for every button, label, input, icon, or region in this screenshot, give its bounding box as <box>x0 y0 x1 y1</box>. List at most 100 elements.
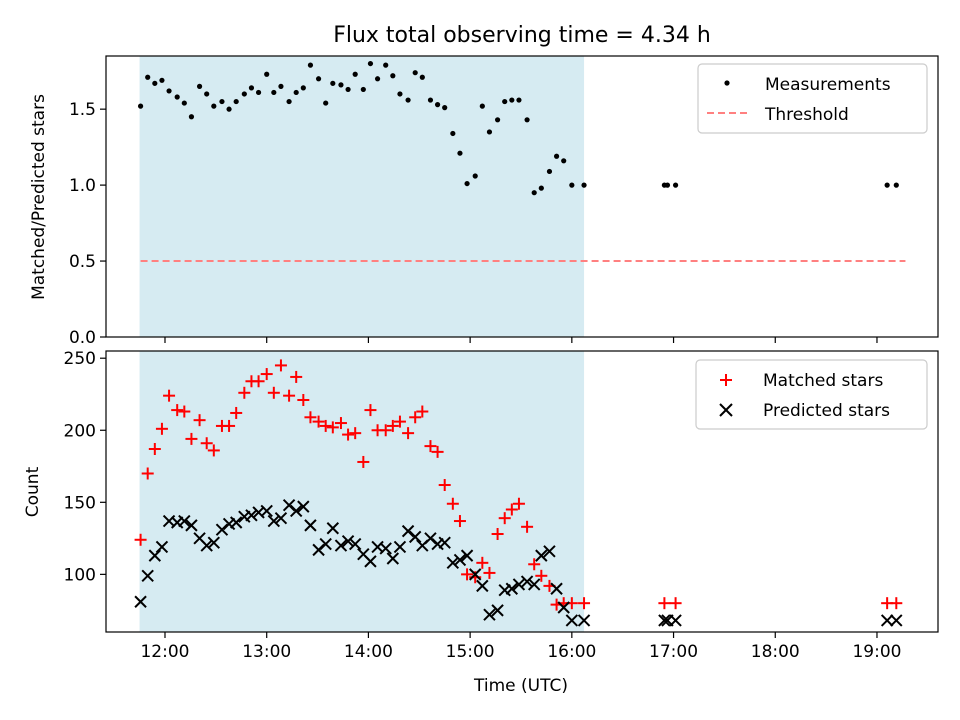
panel-bottom-marks <box>134 359 903 627</box>
x-tick-label: 13:00 <box>242 642 291 662</box>
matched-star-point <box>148 442 161 455</box>
predicted-star-point <box>207 536 221 549</box>
panel-top-marks <box>137 60 906 263</box>
predicted-star-point <box>460 549 474 562</box>
matched-star-point <box>141 467 154 480</box>
matched-star-point <box>326 421 339 434</box>
predicted-star-point <box>245 509 258 522</box>
measurement-point <box>255 89 262 96</box>
x-axis-label: Time (UTC) <box>473 676 568 696</box>
measurement-point <box>174 94 180 100</box>
predicted-star-point <box>341 535 355 548</box>
matched-star-point <box>528 558 541 571</box>
measurement-point <box>181 100 187 106</box>
measurement-point <box>502 98 508 105</box>
predicted-star-point-b <box>334 539 348 552</box>
measurement-point <box>479 103 485 109</box>
predicted-star-point <box>577 614 591 627</box>
matched-star-point <box>535 569 548 582</box>
legend-matched-marker <box>720 374 732 386</box>
predicted-star-point-b <box>401 524 415 538</box>
matched-star-point <box>453 515 466 528</box>
measurement-point <box>188 114 195 120</box>
matched-star-point <box>238 386 251 399</box>
matched-star-point <box>207 444 220 457</box>
matched-star-point <box>349 427 362 440</box>
observing-span-bottom <box>139 351 585 632</box>
predicted-star-point-b <box>134 595 147 608</box>
predicted-star-point-b <box>557 601 570 614</box>
measurement-point <box>553 153 560 159</box>
predicted-star-point <box>267 514 281 528</box>
measurement-point <box>893 182 899 188</box>
panel-top-x-ticks <box>164 337 878 343</box>
y-tick-label: 1.0 <box>69 176 96 196</box>
matched-star-point <box>658 597 671 610</box>
predicted-star-point-b <box>386 552 400 565</box>
matched-star-point <box>178 405 191 418</box>
panel-bottom-y-ticks: 100 150 200 250 <box>64 349 106 585</box>
predicted-star-point <box>178 514 191 528</box>
measurement-point <box>248 85 255 91</box>
measurement-point <box>405 97 411 103</box>
predicted-star-point <box>393 540 407 554</box>
matched-star-point <box>185 432 198 445</box>
matched-star-point <box>379 424 392 437</box>
matched-star-point <box>230 406 243 419</box>
measurement-point <box>538 185 544 191</box>
predicted-star-point <box>364 555 377 568</box>
measurement-point <box>472 173 478 179</box>
predicted-star-point-b <box>424 532 437 545</box>
x-tick-label: 16:00 <box>547 642 596 662</box>
predicted-star-point <box>326 522 340 535</box>
predicted-star-point-b <box>658 614 671 627</box>
predicted-star-point <box>274 511 288 525</box>
predicted-star-point-b <box>200 539 213 552</box>
measurement-point <box>233 98 239 105</box>
predicted-star-point-b <box>446 556 460 570</box>
measurement-point <box>278 83 284 89</box>
x-tick-label: 17:00 <box>649 642 698 662</box>
predicted-star-point <box>148 549 162 562</box>
measurement-point <box>427 97 434 103</box>
legend-top: Measurements Threshold <box>697 63 928 134</box>
top-y-axis-label: Matched/Predicted stars <box>29 94 49 300</box>
predicted-star-point <box>491 604 504 617</box>
matched-star-point <box>200 437 213 450</box>
predicted-star-point <box>260 504 273 518</box>
chart-title: Flux total observing time = 4.34 h <box>333 23 711 48</box>
predicted-star-point-b <box>229 516 243 529</box>
matched-star-point <box>483 566 496 579</box>
measurement-point <box>152 80 158 86</box>
matched-star-point <box>498 512 511 525</box>
panel-top-y-ticks: 0.0 0.5 1.0 1.5 <box>69 100 106 348</box>
predicted-star-point-b <box>669 614 682 627</box>
measurement-point <box>569 182 575 188</box>
matched-star-point <box>446 497 459 510</box>
legend-measurements-marker <box>724 80 730 86</box>
measurement-point <box>345 86 351 93</box>
measurement-point <box>315 76 322 82</box>
predicted-star-point <box>200 539 213 552</box>
predicted-star-point-b <box>155 540 169 554</box>
predicted-star-point-b <box>505 582 519 595</box>
measurement-point <box>286 98 292 105</box>
predicted-star-point <box>348 537 362 551</box>
y-tick-label: 1.5 <box>69 100 96 120</box>
measurement-point <box>323 100 329 106</box>
predicted-star-point <box>438 536 451 549</box>
legend-predicted-marker <box>719 403 733 417</box>
predicted-star-point-b <box>535 549 548 562</box>
predicted-star-point-b <box>527 578 541 591</box>
legend-threshold-label: Threshold <box>764 105 849 125</box>
predicted-star-point <box>386 552 400 565</box>
y-tick-label: 0.5 <box>69 252 96 272</box>
panel-top-frame <box>105 55 939 338</box>
panel-bottom: 100 150 200 250 12:00 13:00 14:00 15:00 16:00 17… <box>23 349 939 696</box>
legend-bottom: Matched stars Predicted stars <box>695 359 928 430</box>
matched-star-point <box>461 568 474 581</box>
matched-star-point <box>578 597 591 610</box>
measurement-point <box>374 76 381 82</box>
predicted-star-point-b <box>476 579 489 593</box>
predicted-star-point <box>669 614 682 627</box>
